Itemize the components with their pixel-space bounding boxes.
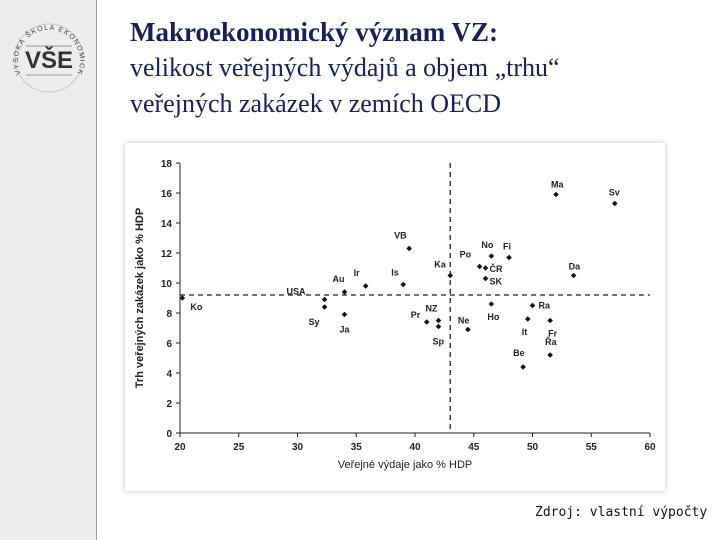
data-point — [362, 283, 369, 289]
data-point — [488, 301, 495, 307]
source-note: Zdroj: vlastní výpočty — [535, 505, 708, 520]
x-tick-label: 20 — [174, 442, 186, 453]
data-point — [529, 302, 536, 309]
y-axis-title: Trh veřejných zakázek jako % HDP — [134, 208, 146, 388]
title-line-3: veřejných zakázek v zemích OECD — [130, 89, 502, 118]
data-point — [179, 295, 186, 301]
title-line-1: Makroekonomický význam VZ: — [130, 17, 499, 47]
title-line-2: velikost veřejných výdajů a objem „trhu“ — [130, 53, 560, 82]
data-point — [611, 200, 618, 207]
sidebar: VYSOKÁ ŠKOLA EKONOMICKÁ V PRAZE VŠE — [0, 0, 97, 540]
data-point — [435, 317, 442, 324]
school-logo: VYSOKÁ ŠKOLA EKONOMICKÁ V PRAZE VŠE — [8, 8, 84, 93]
data-point — [400, 281, 407, 288]
y-tick-label: 14 — [161, 219, 173, 230]
point-label: Ra — [539, 301, 551, 311]
y-tick-label: 6 — [166, 339, 172, 350]
data-point — [547, 317, 553, 324]
data-point — [482, 275, 489, 282]
y-tick-label: 2 — [166, 399, 172, 410]
point-label: USA — [287, 287, 307, 297]
y-tick-label: 8 — [166, 309, 172, 320]
scatter-chart: 0 2 4 6 8 10 12 14 16 18 20 25 30 35 40 45 50 55 60 Veřejné… — [134, 159, 656, 471]
chart-panel: 0 2 4 6 8 10 12 14 16 18 20 25 30 35 40 45 50 55 60 Veřejné… — [125, 143, 665, 491]
point-label: Is — [391, 268, 399, 278]
point-label: SK — [490, 277, 503, 287]
point-label: Ka — [434, 260, 446, 270]
data-point — [547, 352, 553, 358]
data-point — [488, 253, 495, 259]
data-point — [525, 316, 531, 322]
x-tick-label: 55 — [586, 442, 598, 453]
point-label: Fr — [548, 329, 557, 339]
x-tick-label: 30 — [292, 442, 304, 453]
logo-text: VŠE — [25, 46, 73, 74]
point-label: Ho — [487, 312, 499, 322]
x-tick-label: 35 — [351, 442, 363, 453]
point-label: VB — [394, 231, 407, 241]
data-point — [321, 296, 328, 303]
point-label: Ne — [458, 316, 470, 326]
point-label: Ja — [340, 325, 351, 335]
point-label: Au — [333, 274, 345, 284]
data-point — [435, 323, 442, 330]
data-point — [482, 265, 489, 271]
data-point — [423, 319, 430, 325]
data-point — [520, 364, 526, 370]
point-label: Ir — [354, 268, 361, 278]
data-point — [570, 272, 577, 279]
data-point — [406, 245, 412, 252]
x-tick-label: 50 — [527, 442, 539, 453]
y-tick-label: 0 — [166, 429, 172, 440]
point-label: ČR — [490, 263, 503, 274]
point-label: NZ — [426, 304, 438, 314]
point-label: Po — [460, 250, 472, 260]
x-tick-label: 60 — [644, 442, 656, 453]
point-label: Be — [513, 348, 525, 358]
point-label: Sp — [433, 337, 445, 347]
data-point — [465, 326, 471, 333]
y-tick-label: 12 — [161, 249, 173, 260]
point-label: Da — [569, 262, 581, 272]
point-label: No — [481, 240, 493, 250]
data-point — [341, 289, 348, 295]
point-label: Fi — [503, 242, 511, 252]
point-label: It — [522, 327, 528, 337]
x-tick-label: 40 — [409, 442, 421, 453]
data-point — [341, 311, 348, 318]
x-axis-title: Veřejné výdaje jako % HDP — [338, 459, 473, 471]
point-label: Řa — [545, 336, 557, 347]
data-point — [447, 272, 454, 279]
x-tick-label: 25 — [233, 442, 245, 453]
slide-title: Makroekonomický význam VZ: velikost veře… — [130, 14, 710, 122]
point-label: Sy — [309, 317, 320, 327]
data-point — [553, 191, 559, 198]
y-tick-label: 16 — [161, 189, 173, 200]
data-point — [476, 263, 483, 270]
y-tick-label: 10 — [161, 279, 173, 290]
y-tick-label: 18 — [161, 159, 173, 170]
x-tick-label: 45 — [468, 442, 480, 453]
y-tick-label: 4 — [166, 369, 172, 380]
data-point — [321, 304, 328, 310]
point-label: Sv — [609, 188, 620, 198]
point-label: Pr — [411, 310, 421, 320]
point-label: Ko — [190, 302, 202, 312]
point-label: Ma — [551, 180, 564, 190]
data-point — [506, 254, 512, 261]
